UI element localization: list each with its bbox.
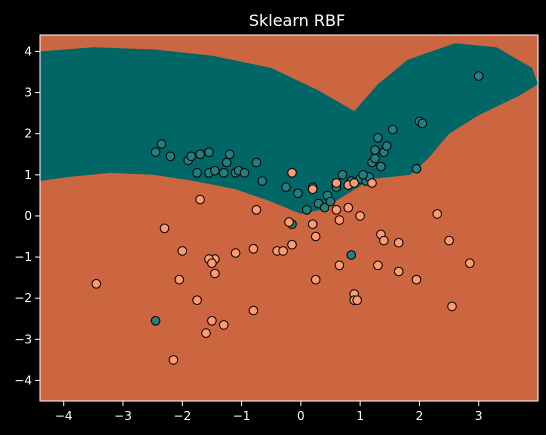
orange-point <box>195 194 205 205</box>
teal-point <box>219 168 229 178</box>
orange-point <box>343 202 354 213</box>
orange-point <box>91 279 102 289</box>
y-tick-label: 3 <box>24 86 32 100</box>
orange-point <box>210 268 220 279</box>
teal-point <box>388 124 398 135</box>
orange-point <box>287 168 297 178</box>
x-tick-label: 1 <box>356 409 364 423</box>
teal-point <box>192 168 202 178</box>
teal-point <box>150 316 161 326</box>
x-tick-label: −1 <box>233 409 251 423</box>
orange-point <box>174 274 185 285</box>
teal-point <box>325 196 336 207</box>
orange-point <box>334 215 345 225</box>
orange-point <box>331 178 342 188</box>
orange-point <box>393 237 404 248</box>
teal-point <box>257 176 268 186</box>
y-tick-label: −1 <box>14 250 32 264</box>
teal-point <box>210 165 220 176</box>
teal-point <box>376 161 386 172</box>
orange-point <box>201 328 211 338</box>
orange-point <box>310 231 321 242</box>
orange-point <box>287 239 297 250</box>
orange-point <box>278 246 288 256</box>
chart-title: Sklearn RBF <box>249 11 345 30</box>
orange-point <box>307 219 318 229</box>
teal-point <box>281 182 291 192</box>
teal-point <box>473 71 484 81</box>
orange-point <box>334 260 345 271</box>
orange-point <box>373 260 383 271</box>
orange-point <box>207 316 217 326</box>
orange-point <box>159 223 170 234</box>
orange-point <box>307 184 318 194</box>
orange-point <box>168 355 179 365</box>
plot-area <box>40 35 538 401</box>
orange-point <box>355 211 365 221</box>
orange-point <box>219 320 229 330</box>
orange-point <box>465 258 475 269</box>
y-tick-label: −2 <box>14 291 32 305</box>
teal-point <box>293 188 303 199</box>
orange-point <box>349 178 360 188</box>
teal-point <box>302 205 312 215</box>
orange-point <box>251 205 262 215</box>
orange-point <box>367 178 377 188</box>
orange-point <box>207 258 217 269</box>
orange-point <box>447 301 457 312</box>
y-tick-label: 0 <box>24 209 32 223</box>
axes: −4 −3 −2 −1 0 1 2 3 −4 −3 −2 −1 0 1 2 3 4 <box>14 34 539 423</box>
x-tick-label: 3 <box>475 409 483 423</box>
teal-point <box>319 202 330 213</box>
x-tick-label: 2 <box>416 409 424 423</box>
teal-point <box>165 151 176 162</box>
teal-point <box>411 163 422 174</box>
y-tick-label: 2 <box>24 127 32 141</box>
orange-point <box>177 246 188 256</box>
y-tick-label: −3 <box>14 332 32 346</box>
y-tick-label: 1 <box>24 168 32 182</box>
orange-point <box>432 209 443 219</box>
teal-point <box>150 147 161 157</box>
plot-frame <box>39 34 539 402</box>
x-tick-label: −3 <box>114 409 132 423</box>
teal-point <box>239 168 250 178</box>
teal-point <box>370 145 380 155</box>
y-tick-label: 4 <box>24 44 32 58</box>
teal-point <box>346 250 357 260</box>
data-points <box>91 71 484 365</box>
teal-point <box>358 170 368 180</box>
orange-point <box>248 305 259 316</box>
orange-point <box>248 244 259 254</box>
orange-point <box>411 274 422 285</box>
orange-point <box>393 266 404 277</box>
teal-point <box>224 149 235 160</box>
orange-point <box>379 235 389 246</box>
teal-point <box>370 153 380 164</box>
orange-point <box>192 295 202 306</box>
orange-point <box>331 205 342 215</box>
teal-point <box>156 139 167 149</box>
teal-point <box>251 157 262 168</box>
x-tick-label: −4 <box>55 409 73 423</box>
teal-point <box>195 149 205 160</box>
x-tick-label: 0 <box>297 409 305 423</box>
teal-point <box>382 141 392 151</box>
teal-point <box>417 118 428 129</box>
orange-point <box>444 235 454 246</box>
orange-point <box>230 248 241 258</box>
teal-point <box>337 170 348 180</box>
orange-point <box>284 217 294 227</box>
teal-point <box>222 157 232 168</box>
y-tick-label: −4 <box>14 373 32 387</box>
teal-point <box>373 133 383 143</box>
teal-point <box>186 151 196 162</box>
x-tick-label: −2 <box>173 409 191 423</box>
teal-point <box>204 147 214 157</box>
orange-point <box>310 274 321 285</box>
orange-point <box>352 295 363 306</box>
